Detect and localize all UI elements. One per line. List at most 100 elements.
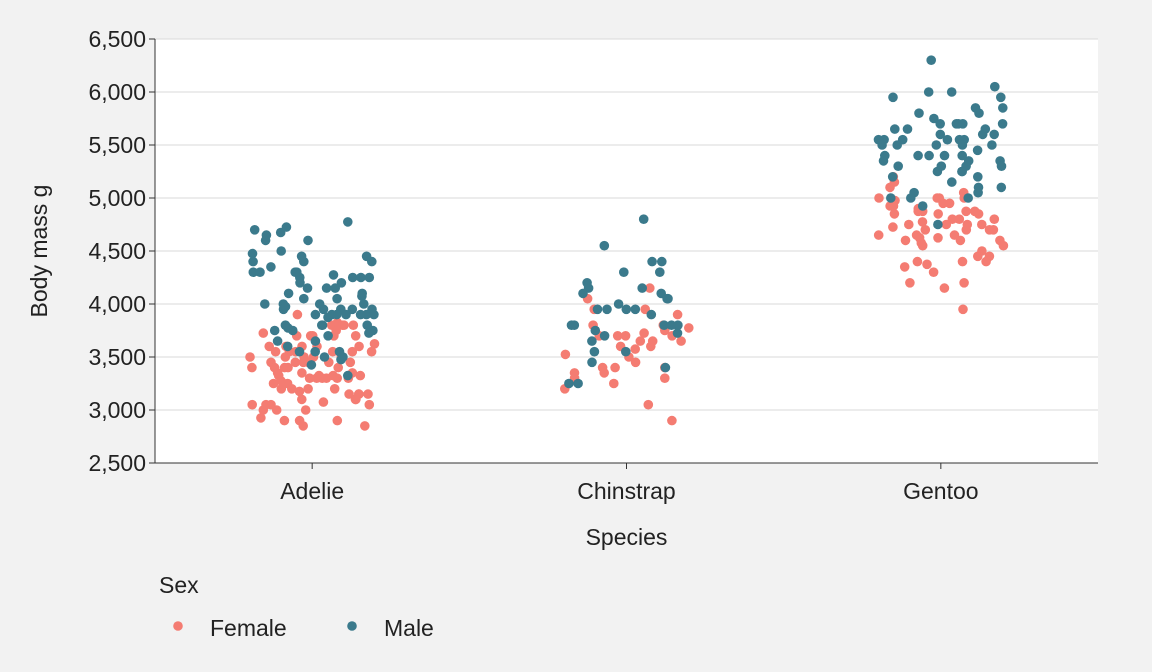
data-point-female [344,389,354,399]
data-point-female [364,399,375,410]
data-point-female [958,304,968,315]
data-point-female [314,370,324,381]
data-point-male [280,301,291,312]
data-point-male [637,283,647,293]
data-point-male [929,113,939,124]
data-point-male [361,251,372,262]
data-point-male [310,309,321,320]
data-point-male [328,270,339,280]
data-point-male [946,87,957,97]
data-point-male [303,235,313,246]
data-point-female [350,331,361,341]
data-point-male [666,320,677,331]
data-point-male [582,278,592,288]
data-point-male [926,55,936,65]
data-point-male [659,320,669,331]
data-point-female [933,209,943,219]
data-point-male [906,193,916,203]
data-point-male [997,119,1008,129]
data-point-male [347,304,358,315]
data-point-male [957,150,967,161]
data-point-male [619,267,629,278]
data-point-male [590,325,601,336]
data-point-male [260,299,270,309]
data-point-female [932,193,942,203]
data-point-female [261,399,271,410]
y-tick-label: 4,500 [88,238,146,264]
data-point-female [959,278,969,288]
data-point-male [880,150,890,161]
data-point-male [330,283,341,293]
data-point-male [272,336,283,346]
data-point-female [939,283,950,293]
data-point-male [356,272,366,283]
y-tick-label: 6,000 [88,79,146,105]
data-point-female [298,357,309,368]
data-point-male [621,304,632,315]
data-point-female [874,193,884,203]
data-point-male [248,256,258,267]
data-point-male [886,193,896,203]
y-tick-label: 5,500 [88,132,146,158]
data-point-male [362,320,373,331]
data-point-female [354,341,364,352]
data-point-male [306,360,317,370]
data-point-female [977,219,987,230]
data-point-female [327,346,338,357]
data-point-female [630,357,641,368]
data-point-male [957,140,968,150]
y-tick-label: 6,500 [88,26,146,52]
data-point-male [655,267,665,278]
data-point-female [941,219,952,230]
data-point-male [660,362,671,373]
data-point-male [972,145,983,156]
data-point-male [332,293,342,304]
data-point-female [639,328,649,338]
data-point-male [343,217,353,227]
data-point-female [916,238,927,248]
data-point-male [996,161,1007,171]
data-point-female [920,225,931,235]
data-point-male [295,278,305,288]
data-point-male [877,140,887,150]
data-point-female [647,336,658,346]
x-axis-title: Species [586,524,668,550]
data-point-male [931,140,942,150]
data-point-female [643,399,654,410]
data-point-female [989,214,1000,224]
data-point-male [323,331,333,341]
data-point-male [989,129,999,140]
data-point-male [364,328,374,338]
data-point-female [329,384,340,394]
data-point-male [936,161,947,171]
data-point-female [279,362,290,373]
data-point-female [610,362,620,373]
data-point-male [662,293,672,304]
x-axis-ticks: Adelie Chinstrap Gentoo [280,463,979,504]
legend-items: Female Male [173,615,434,641]
data-point-female [256,413,266,423]
data-point-male [996,92,1006,103]
data-point-male [630,304,641,315]
data-point-male [357,291,367,301]
data-point-male [963,156,974,166]
data-point-male [260,235,271,246]
data-point-male [347,272,358,283]
data-point-male [247,248,258,259]
y-axis-ticks: 2,500 3,000 3,500 4,000 4,500 5,000 5,500 6,000… [88,26,155,476]
y-tick-label: 3,500 [88,344,146,370]
data-point-male [281,222,292,232]
legend-title: Sex [159,572,199,598]
data-point-female [369,339,380,349]
data-point-female [355,370,366,381]
y-tick-label: 5,000 [88,185,146,211]
data-point-male [573,378,583,389]
data-point-female [954,214,965,224]
data-point-male [923,87,934,97]
x-tick-label: Gentoo [903,478,978,504]
data-point-female [247,362,257,373]
data-point-male [939,150,950,161]
data-point-male [933,219,943,230]
data-point-female [318,397,329,407]
data-point-female [294,386,305,397]
